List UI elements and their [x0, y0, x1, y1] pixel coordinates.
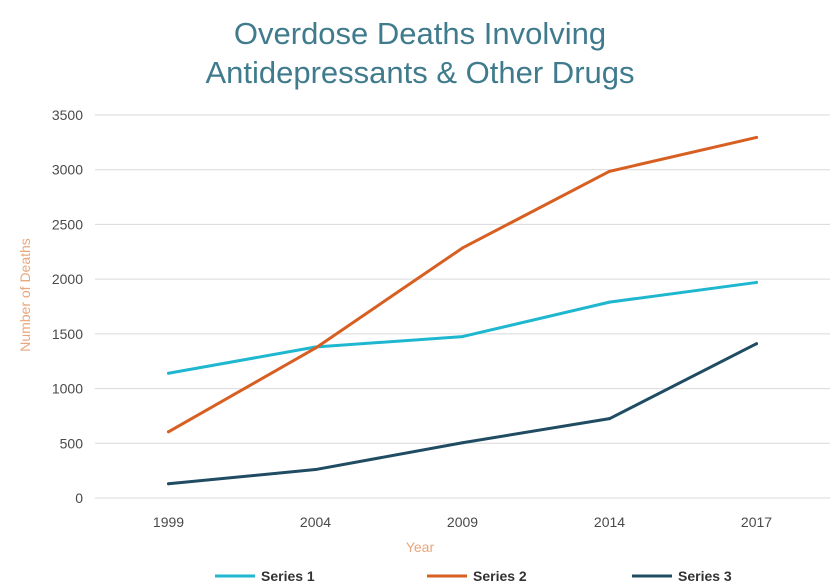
data-point [167, 371, 170, 375]
data-point [755, 135, 758, 139]
data-point [314, 346, 317, 350]
chart-title-line-1: Overdose Deaths Involving [233, 16, 607, 51]
data-point [461, 441, 464, 445]
y-tick-label: 2500 [52, 216, 83, 232]
data-point [608, 417, 611, 421]
data-point [461, 246, 464, 250]
legend-item-2: Series 2 [427, 568, 527, 584]
series-lines [167, 135, 758, 486]
gridlines [95, 114, 830, 499]
y-tick-label: 1500 [52, 326, 83, 342]
y-tick-label: 2000 [52, 271, 83, 287]
y-axis-title: Number of Deaths [17, 238, 33, 352]
chart-title-line-2: Antidepressants & Other Drugs [205, 55, 635, 90]
series-line-1 [167, 280, 758, 375]
data-point [167, 482, 170, 486]
y-tick-label: 500 [60, 435, 84, 451]
y-tick-label: 1000 [52, 381, 83, 397]
y-tick-label: 3000 [52, 162, 83, 178]
y-tick-label: 3500 [52, 107, 83, 123]
data-point [608, 300, 611, 304]
legend-item-3: Series 3 [632, 568, 732, 584]
data-point [314, 468, 317, 472]
y-axis-ticks: 0 500 1000 1500 2000 2500 3000 3500 [52, 107, 83, 506]
x-axis-ticks: 1999 2004 2009 2014 2017 [153, 514, 772, 530]
x-tick-label: 2009 [447, 514, 478, 530]
legend: Series 1 Series 2 Series 3 [215, 568, 732, 584]
data-point [461, 335, 464, 339]
legend-label: Series 1 [261, 568, 315, 584]
y-tick-label: 0 [75, 490, 83, 506]
x-tick-label: 1999 [153, 514, 184, 530]
x-tick-label: 2017 [741, 514, 772, 530]
data-point [755, 342, 758, 346]
data-point [167, 430, 170, 434]
data-point [608, 169, 611, 173]
legend-item-1: Series 1 [215, 568, 315, 584]
legend-label: Series 2 [473, 568, 527, 584]
series-line-3 [167, 342, 758, 486]
x-axis-title: Year [406, 539, 435, 555]
data-point [755, 280, 758, 284]
x-tick-label: 2014 [594, 514, 625, 530]
x-tick-label: 2004 [300, 514, 331, 530]
chart-title: Overdose Deaths Involving Antidepressant… [0, 14, 840, 92]
legend-label: Series 3 [678, 568, 732, 584]
